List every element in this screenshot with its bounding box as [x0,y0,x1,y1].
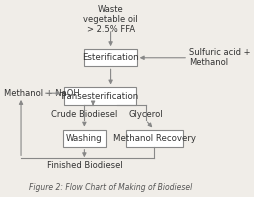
Text: Esterification: Esterification [82,53,138,62]
FancyBboxPatch shape [62,130,106,147]
FancyBboxPatch shape [64,87,135,105]
Text: Methanol + NaOH: Methanol + NaOH [4,89,79,98]
Text: Glycerol: Glycerol [128,110,162,119]
Text: Figure 2: Flow Chart of Making of Biodiesel: Figure 2: Flow Chart of Making of Biodie… [29,183,192,192]
FancyBboxPatch shape [84,49,136,66]
FancyBboxPatch shape [125,130,182,147]
Text: Crude Biodiesel: Crude Biodiesel [51,110,117,119]
Text: Transesterification: Transesterification [60,92,139,100]
Text: Washing: Washing [66,134,102,143]
Text: Finished Biodiesel: Finished Biodiesel [46,161,122,170]
Text: Sulfuric acid +
Methanol: Sulfuric acid + Methanol [188,48,250,67]
Text: Methanol Recovery: Methanol Recovery [112,134,195,143]
Text: Waste
vegetable oil
> 2.5% FFA: Waste vegetable oil > 2.5% FFA [83,5,137,34]
